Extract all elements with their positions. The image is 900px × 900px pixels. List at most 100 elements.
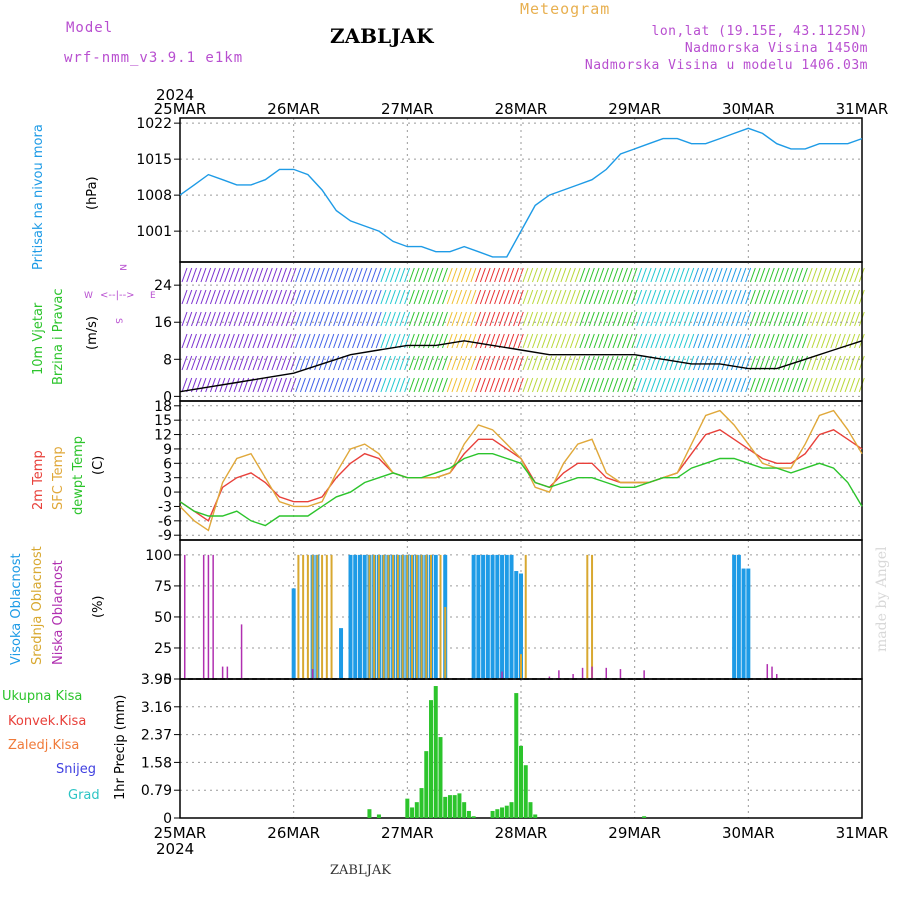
wind-barb: [659, 289, 666, 305]
wind-barb: [475, 333, 482, 349]
wind-barb: [479, 333, 486, 349]
wind-barb: [328, 333, 335, 349]
wind-ylabel-b: Brzina i Pravac: [51, 288, 66, 385]
time-tick-label-top: 27MAR: [381, 100, 434, 118]
wind-barb: [446, 289, 453, 305]
wind-barb: [361, 355, 368, 371]
wind-barb: [730, 311, 737, 327]
wind-barb: [783, 377, 789, 393]
wind-barb: [674, 377, 681, 393]
wind-barb: [432, 311, 439, 327]
wind-barb: [697, 267, 704, 283]
wind-barb: [612, 333, 619, 349]
wind-barb: [754, 267, 761, 283]
cloud-panel: 100 75 50 25 0: [145, 539, 863, 688]
precip-bar: [514, 693, 519, 818]
wind-barb: [854, 333, 860, 349]
wind-barb: [337, 333, 344, 349]
wind-barb: [569, 289, 576, 305]
high-cloud-bar: [339, 628, 344, 679]
mid-cloud-bar: [411, 554, 414, 679]
wind-barb: [593, 311, 600, 327]
wind-barb: [271, 311, 278, 327]
wind-barb: [498, 355, 505, 371]
low-cloud-bar: [202, 554, 205, 679]
wind-barb: [508, 289, 515, 305]
wind-barb: [726, 289, 733, 305]
wind-barb: [323, 377, 330, 393]
wind-barb: [314, 377, 321, 393]
wind-barb: [759, 333, 766, 349]
wind-barb: [792, 267, 799, 283]
mid-cloud-bar: [444, 607, 447, 679]
wind-barb: [811, 311, 818, 327]
wind-barb: [475, 355, 482, 371]
mid-cloud-bar: [330, 554, 333, 679]
wind-barb: [295, 267, 302, 283]
wind-barb: [356, 333, 363, 349]
wind-barb: [252, 289, 259, 305]
wind-barb: [655, 377, 662, 393]
wind-barb: [740, 267, 747, 283]
high-cloud-bar: [519, 573, 523, 679]
credit-label: made by Angel: [874, 546, 890, 652]
low-cloud-bar: [643, 670, 645, 679]
wind-barb: [697, 289, 704, 305]
wind-barb: [195, 267, 202, 283]
wind-barb: [711, 311, 718, 327]
wind-barb: [228, 377, 235, 393]
wind-barb: [219, 333, 226, 349]
wind-barb: [404, 289, 411, 305]
time-tick-label-top: 28MAR: [495, 100, 548, 118]
wind-barb: [768, 377, 775, 393]
wind-barb: [617, 355, 624, 371]
wind-barb: [621, 333, 628, 349]
wind-barb: [683, 267, 690, 283]
wind-barb: [565, 267, 572, 283]
precip-tick-label: 2.37: [141, 728, 172, 744]
wind-barb: [181, 355, 188, 371]
wind-barb: [460, 355, 467, 371]
legend-snow: Snijeg: [56, 762, 96, 777]
high-cloud-bar: [362, 554, 367, 679]
wind-tick-label: 16: [154, 315, 172, 331]
wind-barb: [380, 267, 387, 283]
wind-barb: [839, 289, 846, 305]
low-cloud-bar: [226, 666, 229, 679]
wind-barb: [825, 289, 832, 305]
wind-barb: [745, 289, 752, 305]
wind-barb: [418, 311, 425, 327]
wind-barb: [612, 355, 619, 371]
mid-cloud-bar: [316, 554, 319, 679]
footer-station: ZABLJAK: [330, 863, 391, 878]
precip-bar: [504, 805, 509, 818]
wind-barb: [498, 289, 505, 305]
wind-barb: [347, 289, 354, 305]
wind-barb: [688, 355, 695, 371]
wind-barb: [186, 355, 193, 371]
wind-barb: [849, 333, 856, 349]
precip-bar: [462, 802, 467, 818]
wind-barb: [674, 289, 681, 305]
wind-barb: [650, 333, 657, 349]
wind-barb: [555, 267, 562, 283]
wind-barb: [361, 311, 368, 327]
wind-barb: [181, 333, 188, 349]
wind-barb: [730, 377, 737, 393]
wind-barb: [366, 267, 373, 283]
wind-barb: [550, 289, 557, 305]
wind-barb: [508, 267, 515, 283]
wind-barb: [252, 333, 259, 349]
wind-barb: [323, 267, 330, 283]
wind-barb: [432, 289, 439, 305]
wind-barb: [262, 267, 268, 283]
wind-barb: [427, 267, 434, 283]
wind-barb: [825, 377, 832, 393]
precip-ylabel: 1hr Precip (mm): [113, 695, 128, 800]
wind-barb: [546, 289, 553, 305]
wind-barb: [740, 311, 747, 327]
mid-cloud-bar: [401, 554, 404, 679]
precip-tick-label: 3.95: [141, 672, 172, 688]
wind-barb: [825, 333, 832, 349]
wind-barb: [347, 311, 354, 327]
